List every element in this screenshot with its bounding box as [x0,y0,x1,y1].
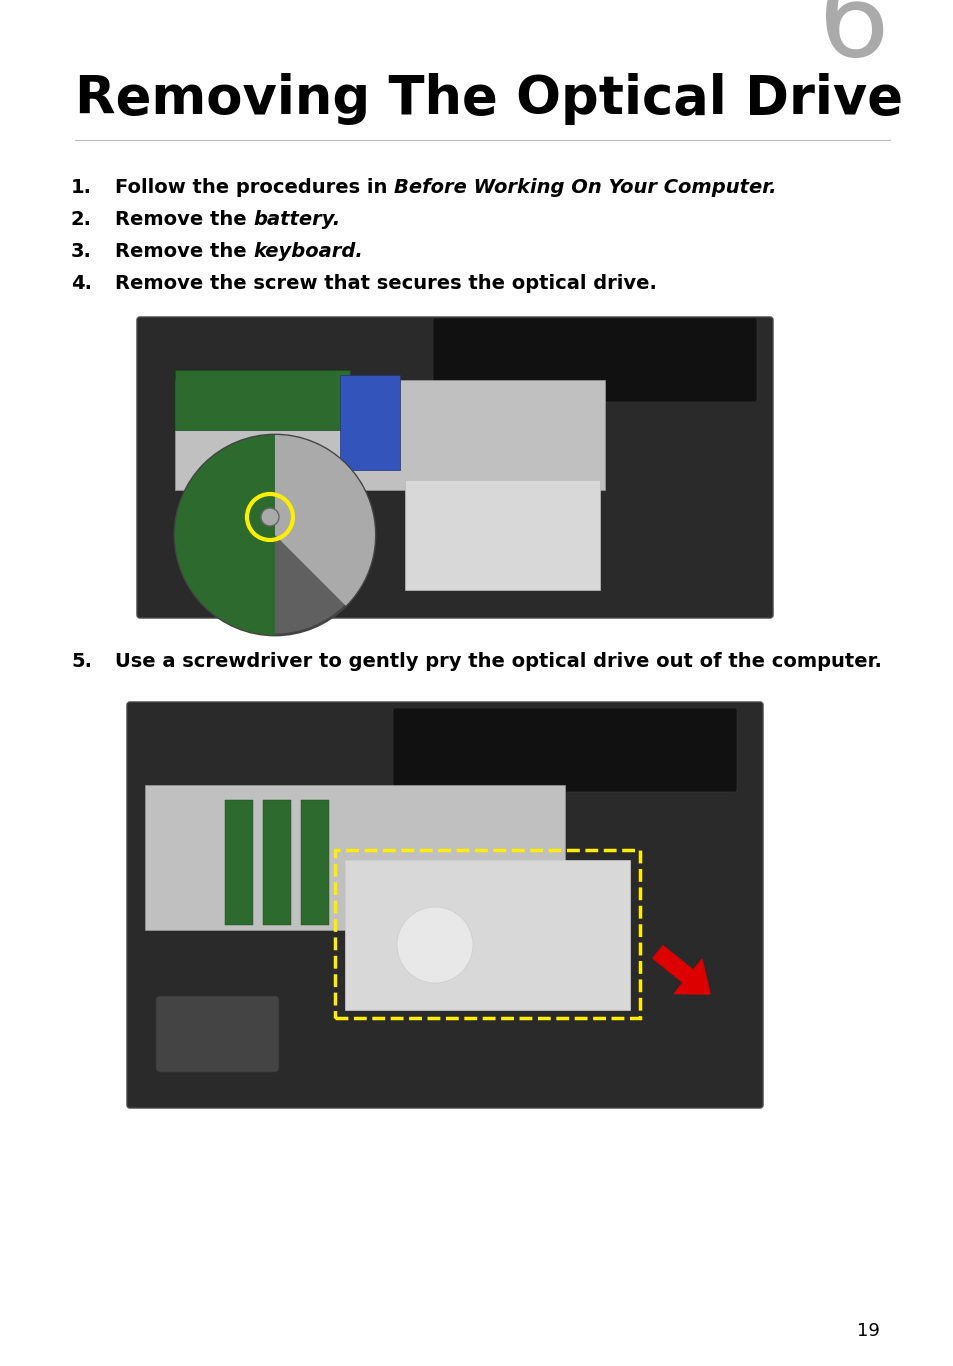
Circle shape [396,907,473,984]
FancyBboxPatch shape [156,996,278,1072]
FancyBboxPatch shape [393,708,737,792]
Text: Before Working On Your Computer.: Before Working On Your Computer. [394,178,776,197]
Bar [145,785,564,930]
FancyArrow shape [652,945,709,994]
Text: 1.: 1. [71,178,91,197]
Bar [263,800,291,925]
Bar [345,861,629,1009]
FancyBboxPatch shape [127,702,762,1108]
Text: Remove the: Remove the [115,242,253,261]
Circle shape [174,434,375,635]
Text: keyboard.: keyboard. [253,242,363,261]
Wedge shape [174,434,274,635]
Wedge shape [274,434,375,605]
Text: 5.: 5. [71,652,91,671]
Text: Remove the: Remove the [115,210,253,229]
Text: Use a screwdriver to gently pry the optical drive out of the computer.: Use a screwdriver to gently pry the opti… [115,652,881,671]
Bar [405,479,599,590]
Bar [174,370,350,430]
Text: battery.: battery. [253,210,340,229]
Text: 19: 19 [856,1322,879,1340]
Text: Follow the procedures in: Follow the procedures in [115,178,394,197]
Text: Remove the screw that secures the optical drive.: Remove the screw that secures the optica… [115,275,657,292]
Bar [335,850,639,1018]
Text: 4.: 4. [71,275,91,292]
Text: Removing The Optical Drive: Removing The Optical Drive [75,72,902,126]
Bar [225,800,253,925]
Text: 3.: 3. [71,242,91,261]
Bar [174,380,604,490]
Text: 6: 6 [817,0,889,81]
FancyBboxPatch shape [433,318,757,402]
Text: 2.: 2. [71,210,91,229]
Bar [339,376,399,470]
FancyBboxPatch shape [137,317,772,617]
Circle shape [261,508,278,526]
Bar [301,800,329,925]
